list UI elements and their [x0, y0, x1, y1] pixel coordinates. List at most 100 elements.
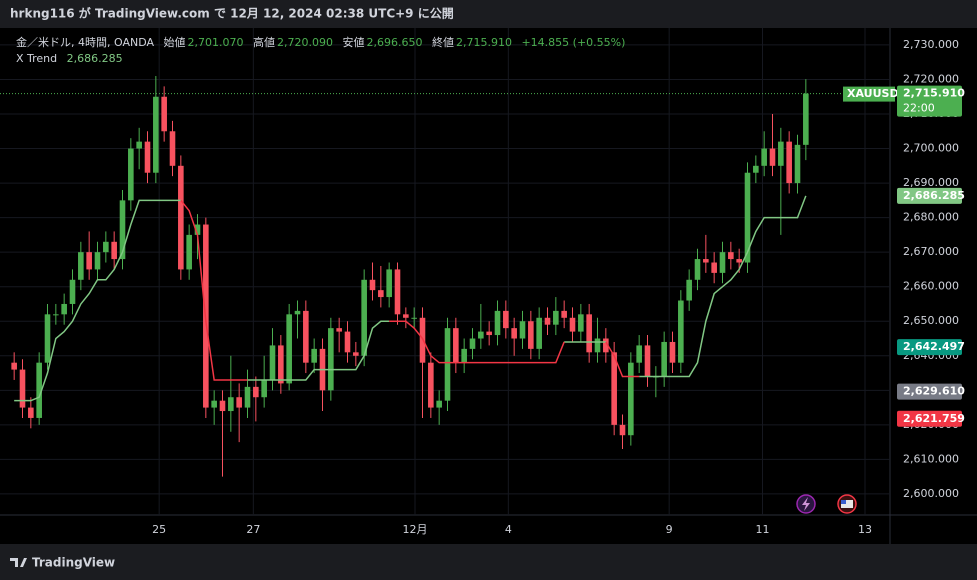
event-icon-glyph [802, 497, 810, 511]
value: 2,701.070 [188, 36, 244, 49]
price-tag-bg [897, 339, 962, 356]
y-tick-label: 2,730.000 [903, 38, 959, 51]
candle-body [378, 290, 384, 298]
price-tag: 2,715.910 [903, 87, 965, 100]
candle-body [661, 341, 667, 377]
candle-body [111, 241, 117, 260]
candle-body [436, 400, 442, 408]
candle-body [669, 341, 676, 363]
price-tag-time: 22:00 [903, 102, 935, 115]
flag-glyph [841, 500, 853, 508]
candle-body [94, 252, 101, 270]
candle-body [536, 317, 542, 349]
candle-body [53, 314, 59, 316]
candle-body [511, 328, 517, 339]
value: 2,720.090 [277, 36, 333, 49]
candle-body [453, 328, 459, 363]
candle-body [269, 345, 276, 380]
candle-body [719, 252, 726, 273]
candle-body [778, 141, 784, 166]
candle-body [494, 310, 501, 336]
trend-line [180, 199, 640, 381]
candle-body [769, 148, 776, 166]
candle-body [261, 379, 267, 398]
plot [11, 76, 809, 477]
candle-body [469, 338, 476, 349]
x-tick-label: 12月 [403, 523, 428, 536]
price-tag-bg [897, 410, 962, 427]
candle-body [478, 331, 484, 339]
candle-body [419, 317, 426, 363]
candle-body [786, 141, 792, 184]
candle-body [744, 172, 751, 263]
y-tick-label: 2,660.000 [903, 280, 959, 293]
indicator-name: X Trend [16, 52, 57, 65]
label: 安値 [342, 35, 364, 49]
candle-body [411, 317, 417, 319]
x-tick-label: 25 [152, 523, 166, 536]
candle-body [694, 259, 701, 280]
candle-body [136, 141, 142, 149]
candle-body [36, 362, 42, 418]
candle-body [194, 224, 201, 235]
flag-glyph [841, 500, 846, 504]
price-tag: 2,642.497 [903, 340, 965, 353]
candle-body [603, 338, 609, 353]
symbol: 金／米ドル, 4時間, OANDA [16, 35, 154, 49]
price-tag-bg [897, 85, 962, 117]
candle-body [578, 314, 584, 332]
candle-body [103, 241, 109, 253]
logo-mark [10, 558, 27, 567]
candle-body [153, 96, 159, 173]
symbol-tag-bg [843, 86, 895, 102]
candle-body [244, 386, 251, 408]
x-tick-label: 9 [666, 523, 673, 536]
candle-body [628, 362, 634, 436]
candle-body [211, 400, 217, 408]
candle-body [486, 331, 492, 336]
candle-body [519, 321, 526, 339]
candle-body [144, 141, 151, 173]
candle-body [503, 310, 509, 329]
candle-body [369, 279, 376, 291]
candle-body [119, 200, 126, 260]
event-icons[interactable] [796, 494, 857, 514]
candle-body [236, 397, 242, 408]
candle-body [794, 144, 801, 184]
candle-body [728, 252, 734, 260]
price-tag-bg [897, 383, 962, 400]
candle-body [636, 345, 642, 363]
candle-body [161, 96, 167, 132]
candle-body [386, 269, 392, 298]
candle-body [528, 321, 534, 349]
x-tick-label: 13 [858, 523, 872, 536]
chart-area [0, 28, 977, 544]
candle-body [353, 352, 359, 356]
candle-body [186, 234, 192, 270]
candle-body [294, 310, 301, 315]
logo [10, 558, 27, 567]
value: 2,696.650 [366, 36, 422, 49]
candle-body [461, 348, 467, 363]
candle-body [678, 300, 684, 363]
candle-body [344, 331, 351, 353]
x-tick-label: 11 [756, 523, 770, 536]
candle-body [553, 310, 559, 325]
candle-body [619, 424, 626, 436]
candle-body [128, 148, 134, 201]
header: hrkng116 が TradingView.com で 12月 12, 202… [10, 6, 454, 21]
candle-body [228, 397, 234, 412]
candle-body [561, 310, 567, 318]
candle-body [286, 314, 292, 384]
indicator-value: 2,686.285 [67, 52, 123, 65]
candle-body [703, 259, 709, 263]
candle-body [169, 131, 176, 166]
price-tag: 2,686.285 [903, 189, 965, 202]
candle-body [361, 279, 367, 356]
y-tick-label: 2,690.000 [903, 176, 959, 189]
candle-body [611, 352, 617, 425]
label: 高値 [253, 35, 275, 49]
price-tag-bg [897, 187, 962, 204]
candle-body [594, 338, 601, 353]
